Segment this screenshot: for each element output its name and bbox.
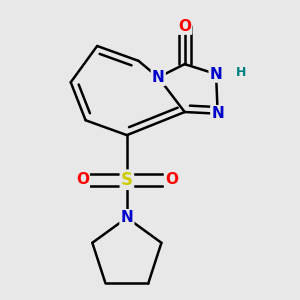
Text: N: N [210,67,222,82]
Text: O: O [178,19,191,34]
Text: O: O [76,172,89,187]
Text: S: S [121,171,133,189]
Text: N: N [121,210,133,225]
Text: H: H [236,66,246,79]
Text: N: N [211,106,224,121]
Text: O: O [165,172,178,187]
Text: N: N [152,70,165,85]
